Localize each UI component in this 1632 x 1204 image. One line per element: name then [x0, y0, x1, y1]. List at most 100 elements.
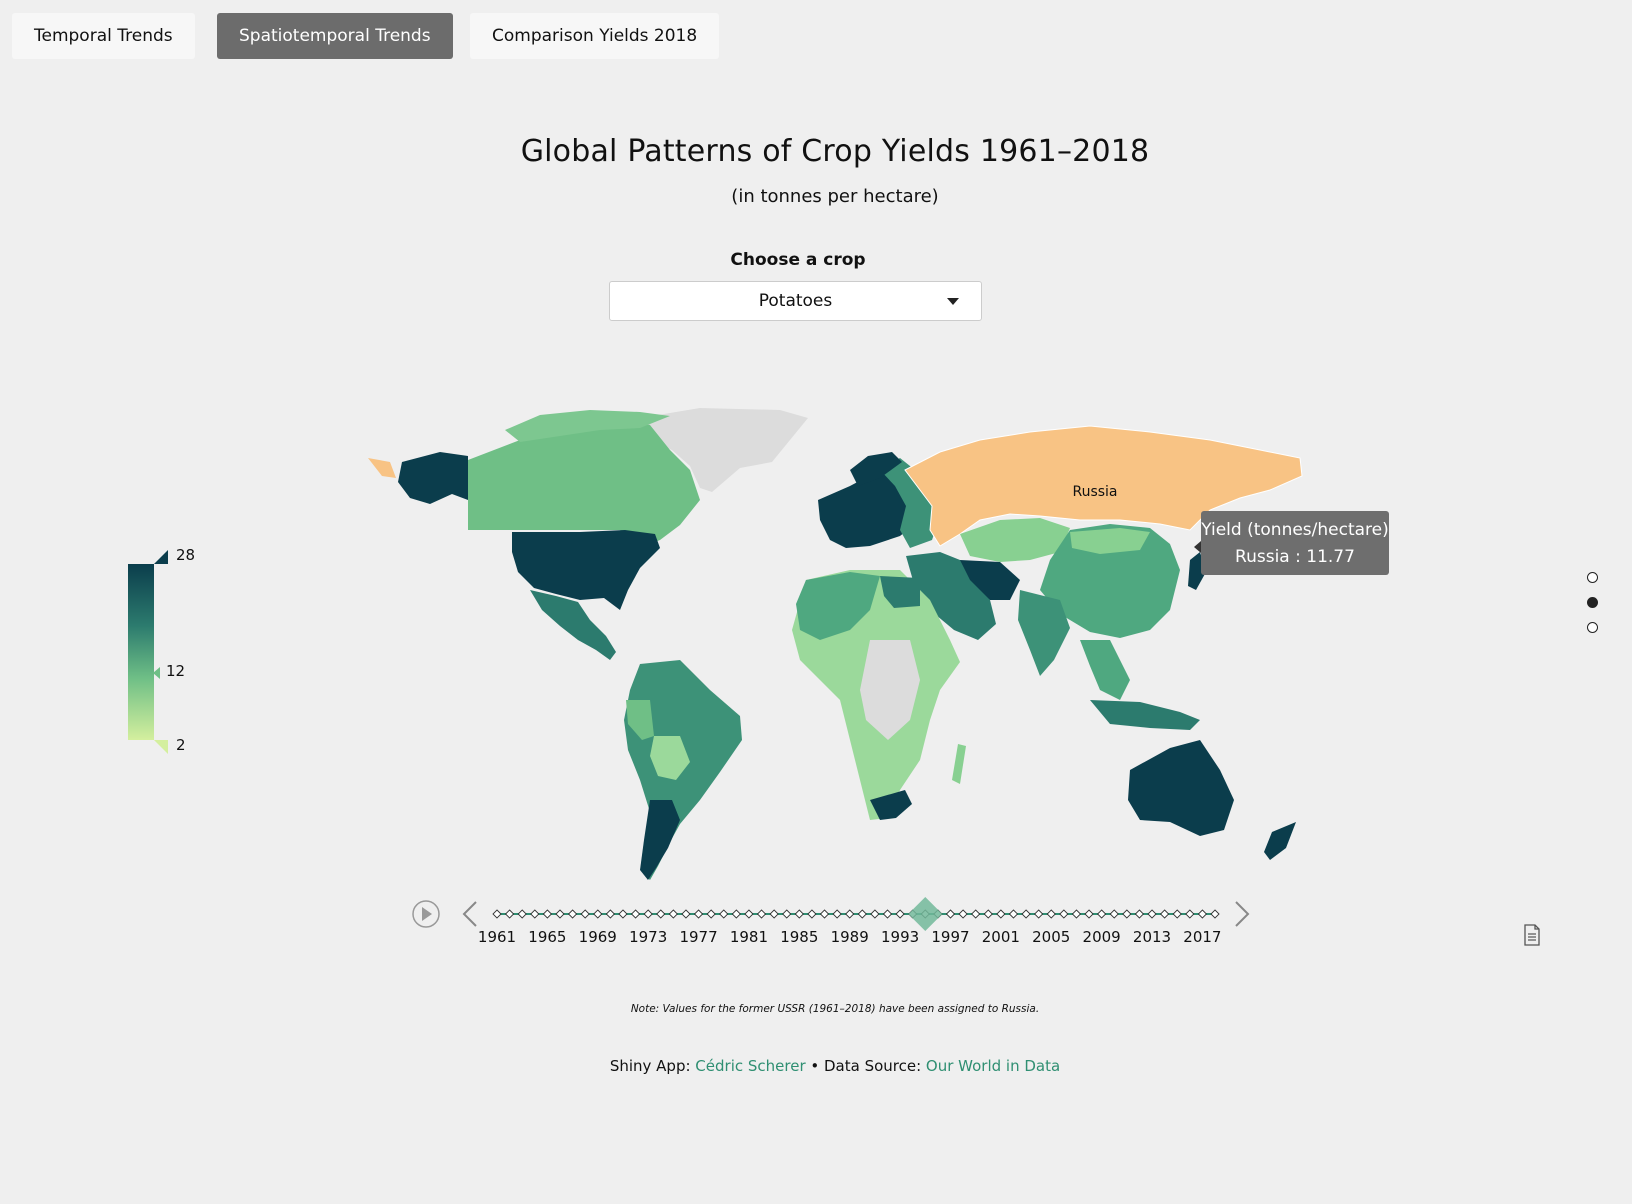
- country-russia-chukotka[interactable]: [368, 458, 396, 478]
- timeline-tick[interactable]: [769, 909, 779, 919]
- timeline-slider[interactable]: [492, 897, 1220, 931]
- timeline-tick[interactable]: [794, 909, 804, 919]
- timeline-tick[interactable]: [643, 909, 653, 919]
- country-southeast-asia[interactable]: [1080, 640, 1130, 700]
- timeline-tick[interactable]: [719, 909, 729, 919]
- country-argentina[interactable]: [640, 800, 680, 880]
- play-button[interactable]: [412, 900, 440, 928]
- timeline-tick[interactable]: [618, 909, 628, 919]
- timeline-tick[interactable]: [580, 909, 590, 919]
- timeline-tick[interactable]: [996, 909, 1006, 919]
- timeline-tick[interactable]: [1021, 909, 1031, 919]
- timeline-tick[interactable]: [819, 909, 830, 919]
- timeline-tick[interactable]: [1197, 909, 1208, 919]
- timeline-tick[interactable]: [1046, 909, 1056, 919]
- timeline-tick[interactable]: [492, 909, 502, 919]
- country-australia[interactable]: [1128, 740, 1234, 836]
- timeline-tick[interactable]: [1059, 909, 1069, 919]
- timeline-tick[interactable]: [845, 909, 855, 919]
- tab-spatiotemporal-trends[interactable]: Spatiotemporal Trends: [217, 13, 453, 59]
- timeline-tick[interactable]: [504, 909, 515, 919]
- timeline-tick[interactable]: [807, 909, 817, 919]
- country-scandinavia[interactable]: [850, 452, 902, 486]
- timeline-tick[interactable]: [870, 909, 880, 919]
- timeline-tick[interactable]: [744, 909, 754, 919]
- crop-select[interactable]: Potatoes: [609, 281, 982, 321]
- country-europe-east[interactable]: [880, 458, 940, 548]
- timeline-tick[interactable]: [542, 909, 553, 919]
- timeline-tick[interactable]: [605, 909, 616, 919]
- country-kazakhstan[interactable]: [960, 518, 1070, 562]
- country-canada[interactable]: [468, 418, 700, 548]
- country-new-zealand[interactable]: [1264, 822, 1296, 860]
- page-nav-dot-3[interactable]: [1587, 622, 1598, 633]
- timeline-tick[interactable]: [567, 909, 578, 919]
- timeline-thumb[interactable]: [908, 897, 943, 931]
- timeline-tick[interactable]: [1034, 909, 1044, 919]
- country-mongolia[interactable]: [1070, 528, 1150, 554]
- timeline-tick[interactable]: [945, 909, 956, 919]
- timeline-tick[interactable]: [1109, 909, 1119, 919]
- timeline-tick[interactable]: [517, 909, 527, 919]
- country-madagascar[interactable]: [952, 744, 966, 784]
- timeline-tick[interactable]: [1147, 909, 1157, 919]
- timeline-tick[interactable]: [1096, 909, 1107, 919]
- timeline-tick[interactable]: [1210, 909, 1220, 919]
- document-icon[interactable]: [1523, 924, 1541, 946]
- timeline-tick[interactable]: [530, 909, 540, 919]
- timeline-year-label: 1973: [629, 928, 668, 946]
- timeline-tick[interactable]: [1071, 909, 1082, 919]
- country-north-africa[interactable]: [796, 572, 880, 640]
- tab-comparison-yields-2018[interactable]: Comparison Yields 2018: [470, 13, 720, 59]
- timeline-tick[interactable]: [681, 909, 691, 919]
- timeline-tick[interactable]: [1084, 909, 1094, 919]
- timeline-tick[interactable]: [857, 909, 867, 919]
- timeline-tick[interactable]: [693, 909, 704, 919]
- country-china[interactable]: [1040, 524, 1180, 638]
- timeline-tick[interactable]: [1159, 909, 1170, 919]
- country-india[interactable]: [1018, 590, 1070, 676]
- timeline-tick[interactable]: [971, 909, 981, 919]
- country-iran[interactable]: [960, 560, 1020, 600]
- country-south-africa[interactable]: [870, 790, 912, 820]
- timeline-tick[interactable]: [1008, 909, 1019, 919]
- legend-min-triangle: [154, 740, 168, 754]
- country-central-africa-nodata[interactable]: [860, 640, 920, 740]
- chevron-left-icon[interactable]: [462, 901, 477, 927]
- country-bolivia[interactable]: [650, 736, 690, 780]
- timeline-tick[interactable]: [668, 909, 678, 919]
- country-usa-alaska[interactable]: [398, 452, 468, 504]
- footer-source-link[interactable]: Our World in Data: [925, 1057, 1061, 1075]
- timeline-tick[interactable]: [983, 909, 993, 919]
- footer-author-link[interactable]: Cédric Scherer: [695, 1057, 806, 1075]
- country-usa[interactable]: [512, 530, 660, 610]
- timeline-tick[interactable]: [832, 909, 842, 919]
- timeline-tick[interactable]: [1122, 909, 1132, 919]
- country-mexico[interactable]: [530, 590, 616, 660]
- timeline-tick[interactable]: [555, 909, 565, 919]
- timeline-tick[interactable]: [706, 909, 716, 919]
- timeline-tick[interactable]: [882, 909, 893, 919]
- country-greenland[interactable]: [640, 408, 808, 492]
- timeline-tick[interactable]: [958, 909, 968, 919]
- timeline-tick[interactable]: [731, 909, 741, 919]
- timeline-tick[interactable]: [1134, 909, 1145, 919]
- country-indonesia[interactable]: [1090, 700, 1200, 730]
- timeline-tick[interactable]: [656, 909, 666, 919]
- timeline-tick[interactable]: [782, 909, 792, 919]
- country-canada-islands[interactable]: [505, 410, 670, 442]
- tab-temporal-trends[interactable]: Temporal Trends: [12, 13, 195, 59]
- timeline-tick[interactable]: [756, 909, 767, 919]
- timeline-tick[interactable]: [630, 909, 641, 919]
- page-nav-dot-2[interactable]: [1587, 597, 1598, 608]
- timeline-tick[interactable]: [1172, 909, 1182, 919]
- country-peru[interactable]: [626, 700, 654, 740]
- timeline-tick[interactable]: [895, 909, 905, 919]
- country-egypt[interactable]: [880, 576, 920, 608]
- timeline-tick[interactable]: [1185, 909, 1195, 919]
- legend-mid-marker: [153, 667, 160, 679]
- chevron-right-icon[interactable]: [1235, 901, 1250, 927]
- page-nav-dot-1[interactable]: [1587, 572, 1598, 583]
- timeline-tick[interactable]: [593, 909, 603, 919]
